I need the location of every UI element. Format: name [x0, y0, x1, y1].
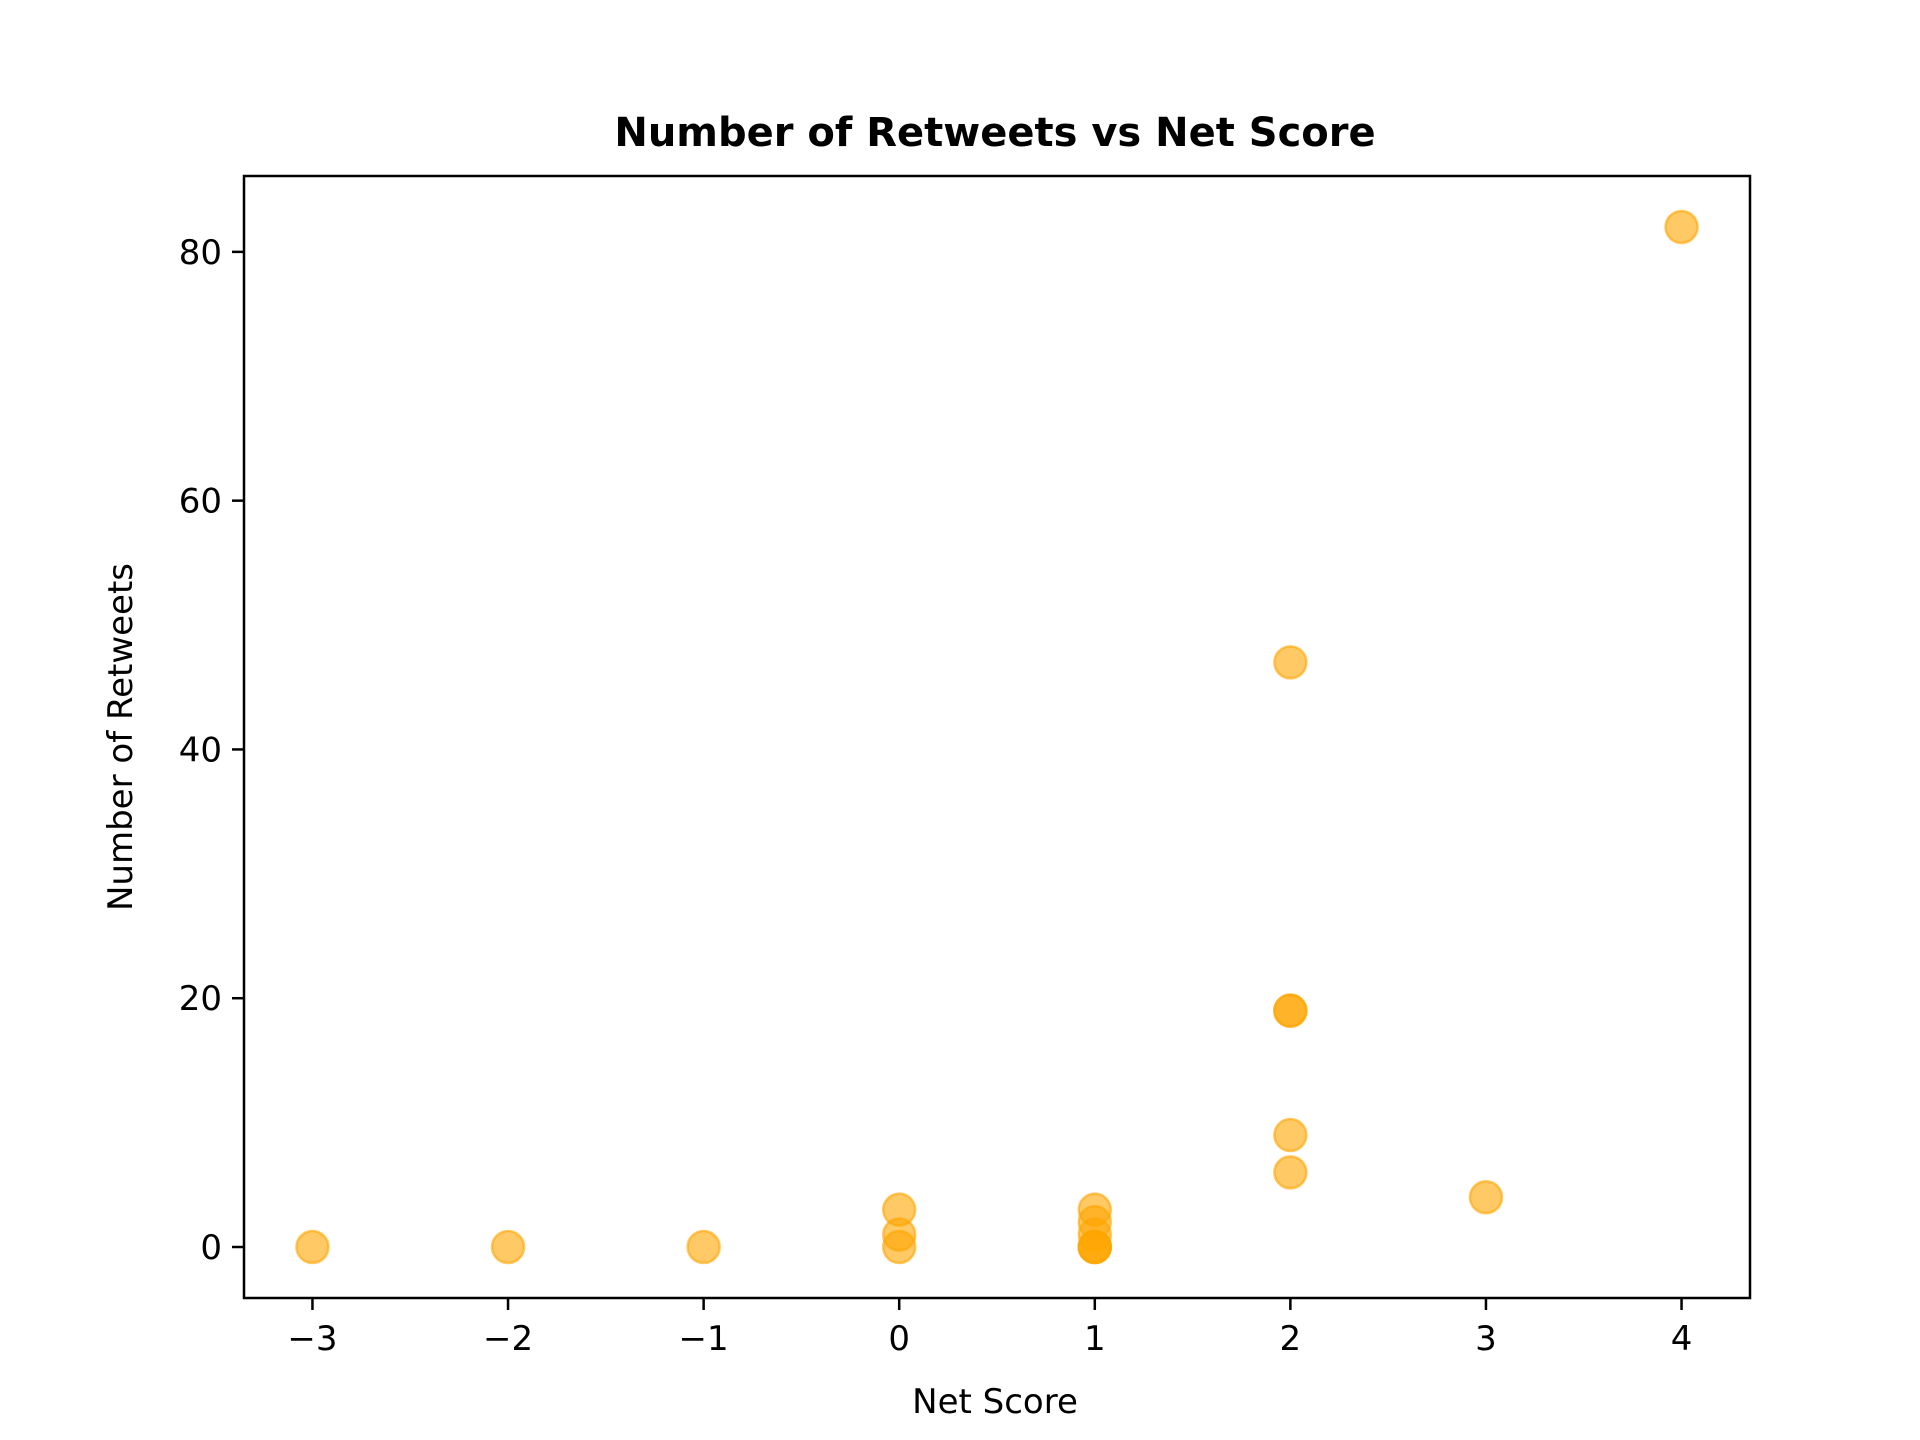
x-tick-label: 4 — [1671, 1319, 1693, 1359]
data-point — [881, 1192, 917, 1227]
x-tick-label: −3 — [287, 1319, 337, 1359]
y-tick-label: 40 — [179, 730, 222, 770]
y-tick-label: 0 — [200, 1228, 222, 1268]
data-point — [1468, 1179, 1504, 1215]
data-point — [1077, 1192, 1113, 1227]
points-layer — [295, 209, 1699, 1265]
x-tick-label: −2 — [483, 1319, 533, 1359]
data-point — [1273, 645, 1308, 680]
data-point — [490, 1229, 526, 1265]
x-tick-label: 2 — [1280, 1319, 1302, 1359]
y-tick-label: 20 — [179, 979, 222, 1019]
data-point — [1273, 1155, 1308, 1190]
y-axis: 0 20 40 60 80 — [179, 233, 244, 1268]
x-tick-label: −1 — [679, 1319, 729, 1359]
data-point — [1664, 209, 1699, 245]
x-tick-label: 1 — [1084, 1319, 1106, 1359]
y-tick-label: 60 — [179, 482, 222, 522]
y-axis-label: Number of Retweets — [101, 563, 141, 911]
y-tick-label: 80 — [179, 233, 222, 273]
data-point — [1273, 993, 1308, 1028]
plot-area-frame — [242, 174, 1752, 1300]
x-axis: −3 −2 −1 0 1 2 3 4 — [287, 1298, 1692, 1359]
data-point — [1273, 1117, 1308, 1153]
x-tick-label: 0 — [888, 1319, 910, 1359]
data-point — [295, 1229, 330, 1265]
data-point — [686, 1229, 721, 1265]
chart-title: Number of Retweets vs Net Score — [614, 110, 1375, 156]
x-axis-label: Net Score — [912, 1382, 1078, 1422]
x-tick-label: 3 — [1475, 1319, 1497, 1359]
